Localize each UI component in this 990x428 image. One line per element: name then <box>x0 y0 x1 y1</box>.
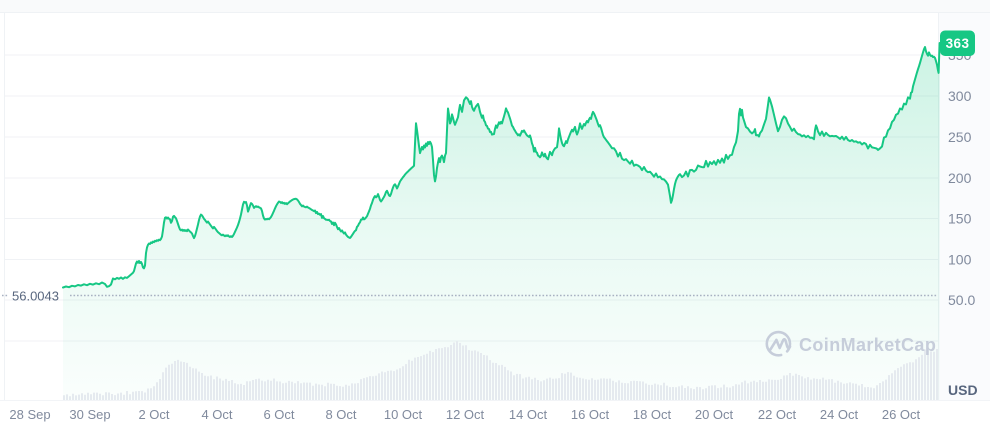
svg-text:14 Oct: 14 Oct <box>509 407 548 422</box>
svg-text:12 Oct: 12 Oct <box>446 407 485 422</box>
svg-text:6 Oct: 6 Oct <box>263 407 294 422</box>
svg-text:100: 100 <box>948 252 972 268</box>
svg-text:4 Oct: 4 Oct <box>201 407 232 422</box>
svg-text:22 Oct: 22 Oct <box>758 407 797 422</box>
svg-text:18 Oct: 18 Oct <box>633 407 672 422</box>
svg-text:50.0: 50.0 <box>948 292 975 308</box>
svg-text:8 Oct: 8 Oct <box>325 407 356 422</box>
svg-text:CoinMarketCap: CoinMarketCap <box>799 335 936 355</box>
svg-text:28 Sep: 28 Sep <box>9 407 50 422</box>
svg-text:300: 300 <box>948 88 972 104</box>
svg-text:10 Oct: 10 Oct <box>384 407 423 422</box>
svg-text:24 Oct: 24 Oct <box>820 407 859 422</box>
svg-text:56.0043: 56.0043 <box>12 289 59 304</box>
svg-text:20 Oct: 20 Oct <box>695 407 734 422</box>
svg-text:363: 363 <box>946 36 970 51</box>
svg-text:USD: USD <box>948 382 978 398</box>
svg-text:30 Sep: 30 Sep <box>69 407 110 422</box>
svg-text:200: 200 <box>948 170 972 186</box>
svg-text:26 Oct: 26 Oct <box>882 407 921 422</box>
svg-text:16 Oct: 16 Oct <box>571 407 610 422</box>
svg-text:2 Oct: 2 Oct <box>138 407 169 422</box>
svg-text:250: 250 <box>948 129 972 145</box>
svg-text:150: 150 <box>948 211 972 227</box>
